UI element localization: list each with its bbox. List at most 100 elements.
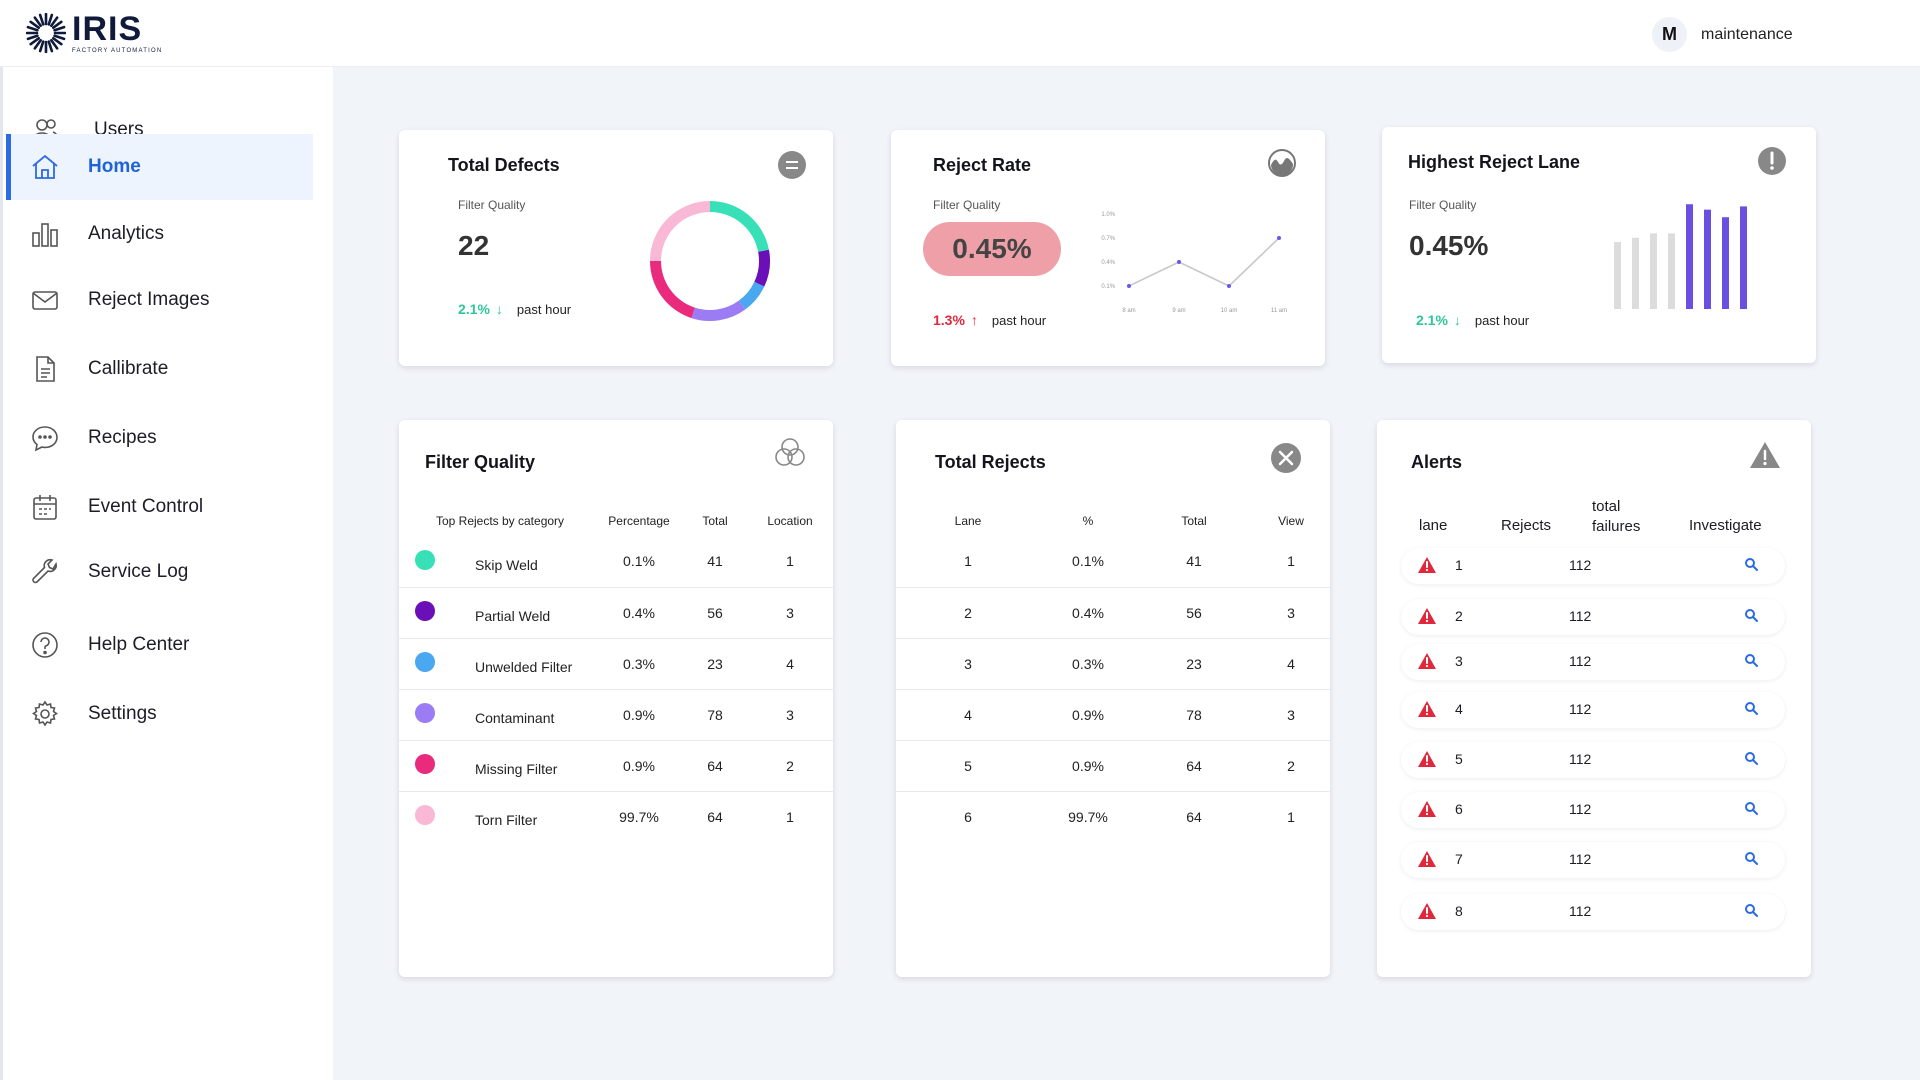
sidebar-item-reject-images[interactable]: Reject Images xyxy=(6,267,313,333)
table-row[interactable]: Contaminant 0.9% 78 3 xyxy=(399,689,833,741)
alert-row[interactable]: 7 112 xyxy=(1401,842,1785,878)
highest-reject-value: 0.45% xyxy=(1409,230,1489,261)
trend-percent: 2.1% xyxy=(1416,312,1448,328)
search-icon[interactable] xyxy=(1744,903,1758,917)
x-tick-label: 8 am xyxy=(1122,308,1135,314)
sidebar-item-recipes[interactable]: Recipes xyxy=(6,405,313,471)
gauge-icon[interactable] xyxy=(1267,148,1297,178)
table-row[interactable]: Missing Filter 0.9% 64 2 xyxy=(399,740,833,792)
category-percentage: 0.1% xyxy=(595,536,683,588)
sidebar-item-callibrate[interactable]: Callibrate xyxy=(6,336,313,402)
alert-lane: 4 xyxy=(1455,701,1463,717)
sidebar: Users Home Analytics Reject Images Calli… xyxy=(0,67,333,1080)
category-name: Missing Filter xyxy=(475,761,558,777)
lane-number: 4 xyxy=(896,689,1040,741)
alert-lane: 5 xyxy=(1455,751,1463,767)
alert-total-failures: 112 xyxy=(1569,701,1592,717)
circles-icon[interactable] xyxy=(773,436,807,470)
sidebar-item-home[interactable]: Home xyxy=(6,134,313,200)
sidebar-item-help-center[interactable]: Help Center xyxy=(6,612,313,678)
alert-row[interactable]: 3 112 xyxy=(1401,644,1785,680)
close-circle-icon[interactable] xyxy=(1270,442,1302,474)
defects-donut-chart xyxy=(650,201,770,321)
total-rejects-table: Lane % Total View 1 0.1% 41 1 2 0.4% 56 3 3 0.3% 2… xyxy=(896,506,1330,842)
category-color-dot xyxy=(415,805,435,826)
lane-view[interactable]: 4 xyxy=(1252,638,1330,690)
table-row[interactable]: 6 99.7% 64 1 xyxy=(896,791,1330,842)
table-row[interactable]: Partial Weld 0.4% 56 3 xyxy=(399,587,833,639)
user-menu[interactable]: M maintenance xyxy=(1652,17,1793,52)
lane-view[interactable]: 1 xyxy=(1287,808,1295,825)
card-title: Highest Reject Lane xyxy=(1408,152,1581,172)
table-row[interactable]: 3 0.3% 23 4 xyxy=(896,638,1330,690)
wrench-icon xyxy=(32,558,57,584)
alert-row[interactable]: 4 112 xyxy=(1401,692,1785,728)
table-row[interactable]: 5 0.9% 64 2 xyxy=(896,740,1330,792)
table-row[interactable]: 2 0.4% 56 3 xyxy=(896,587,1330,639)
search-icon[interactable] xyxy=(1744,751,1758,765)
table-row[interactable]: 4 0.9% 78 3 xyxy=(896,689,1330,741)
lane-percentage: 0.1% xyxy=(1040,536,1136,588)
x-tick-label: 9 am xyxy=(1172,308,1185,314)
sidebar-item-service-log[interactable]: Service Log xyxy=(6,539,313,605)
lane-view[interactable]: 2 xyxy=(1252,740,1330,792)
category-location: 1 xyxy=(747,536,833,588)
table-row[interactable]: Torn Filter 99.7% 64 1 xyxy=(399,791,833,842)
menu-circle-icon[interactable] xyxy=(777,150,807,180)
search-icon[interactable] xyxy=(1744,608,1758,622)
exclamation-circle-icon[interactable] xyxy=(1757,146,1787,176)
search-icon[interactable] xyxy=(1744,557,1758,571)
alert-row[interactable]: 8 112 xyxy=(1401,894,1785,930)
lane-number: 3 xyxy=(896,638,1040,690)
sidebar-item-label: Callibrate xyxy=(88,358,169,379)
search-icon[interactable] xyxy=(1744,653,1758,667)
alert-total-failures: 112 xyxy=(1569,653,1592,669)
lane-view[interactable]: 1 xyxy=(1252,536,1330,588)
category-location: 2 xyxy=(747,740,833,792)
card-subtitle: Filter Quality xyxy=(458,198,526,212)
alert-row[interactable]: 1 112 xyxy=(1401,548,1785,584)
lane-percentage: 0.4% xyxy=(1040,587,1136,639)
highest-reject-lane-card: Highest Reject Lane Filter Quality 0.45%… xyxy=(1382,127,1816,363)
search-icon[interactable] xyxy=(1744,801,1758,815)
y-tick-label: 1.0% xyxy=(1101,212,1115,218)
card-title: Total Rejects xyxy=(935,452,1046,472)
warning-icon xyxy=(1418,801,1436,817)
lane-percentage: 0.3% xyxy=(1040,638,1136,690)
lane-bar-chart xyxy=(1614,204,1747,309)
avatar[interactable]: M xyxy=(1652,17,1687,52)
sidebar-item-analytics[interactable]: Analytics xyxy=(6,201,313,267)
user-name: maintenance xyxy=(1701,25,1793,43)
bar-lane-3 xyxy=(1650,233,1657,309)
alert-row[interactable]: 6 112 xyxy=(1401,792,1785,828)
column-header: Rejects xyxy=(1501,517,1552,534)
search-icon[interactable] xyxy=(1744,851,1758,865)
lane-total: 64 xyxy=(1136,740,1252,792)
series-line xyxy=(1128,237,1280,287)
table-row[interactable]: 1 0.1% 41 1 xyxy=(896,536,1330,588)
brand-logo[interactable]: IRIS FACTORY AUTOMATION xyxy=(26,12,162,54)
category-percentage: 0.3% xyxy=(595,638,683,690)
sidebar-item-event-control[interactable]: Event Control xyxy=(6,474,313,540)
lane-view[interactable]: 3 xyxy=(1252,587,1330,639)
warning-icon xyxy=(1418,903,1436,919)
reject-rate-value: 0.45% xyxy=(923,222,1061,276)
alert-row[interactable]: 2 112 xyxy=(1401,599,1785,635)
trend-label: past hour xyxy=(1474,312,1530,328)
warning-triangle-icon[interactable] xyxy=(1749,440,1781,470)
lane-view[interactable]: 3 xyxy=(1252,689,1330,741)
alert-row[interactable]: 5 112 xyxy=(1401,742,1785,778)
table-row[interactable]: Unwelded Filter 0.3% 23 4 xyxy=(399,638,833,690)
lane-number: 5 xyxy=(896,740,1040,792)
total-defects-value: 22 xyxy=(458,230,490,261)
bar-lane-6 xyxy=(1704,209,1711,309)
category-color-dot xyxy=(415,549,435,570)
calendar-icon xyxy=(33,495,57,520)
alert-total-failures: 112 xyxy=(1569,903,1592,919)
sidebar-item-settings[interactable]: Settings xyxy=(6,681,313,747)
search-icon[interactable] xyxy=(1744,701,1758,715)
table-row[interactable]: Skip Weld 0.1% 41 1 xyxy=(399,536,833,588)
lane-number: 1 xyxy=(896,536,1040,588)
category-color-dot xyxy=(415,652,435,672)
lane-number: 2 xyxy=(896,587,1040,639)
